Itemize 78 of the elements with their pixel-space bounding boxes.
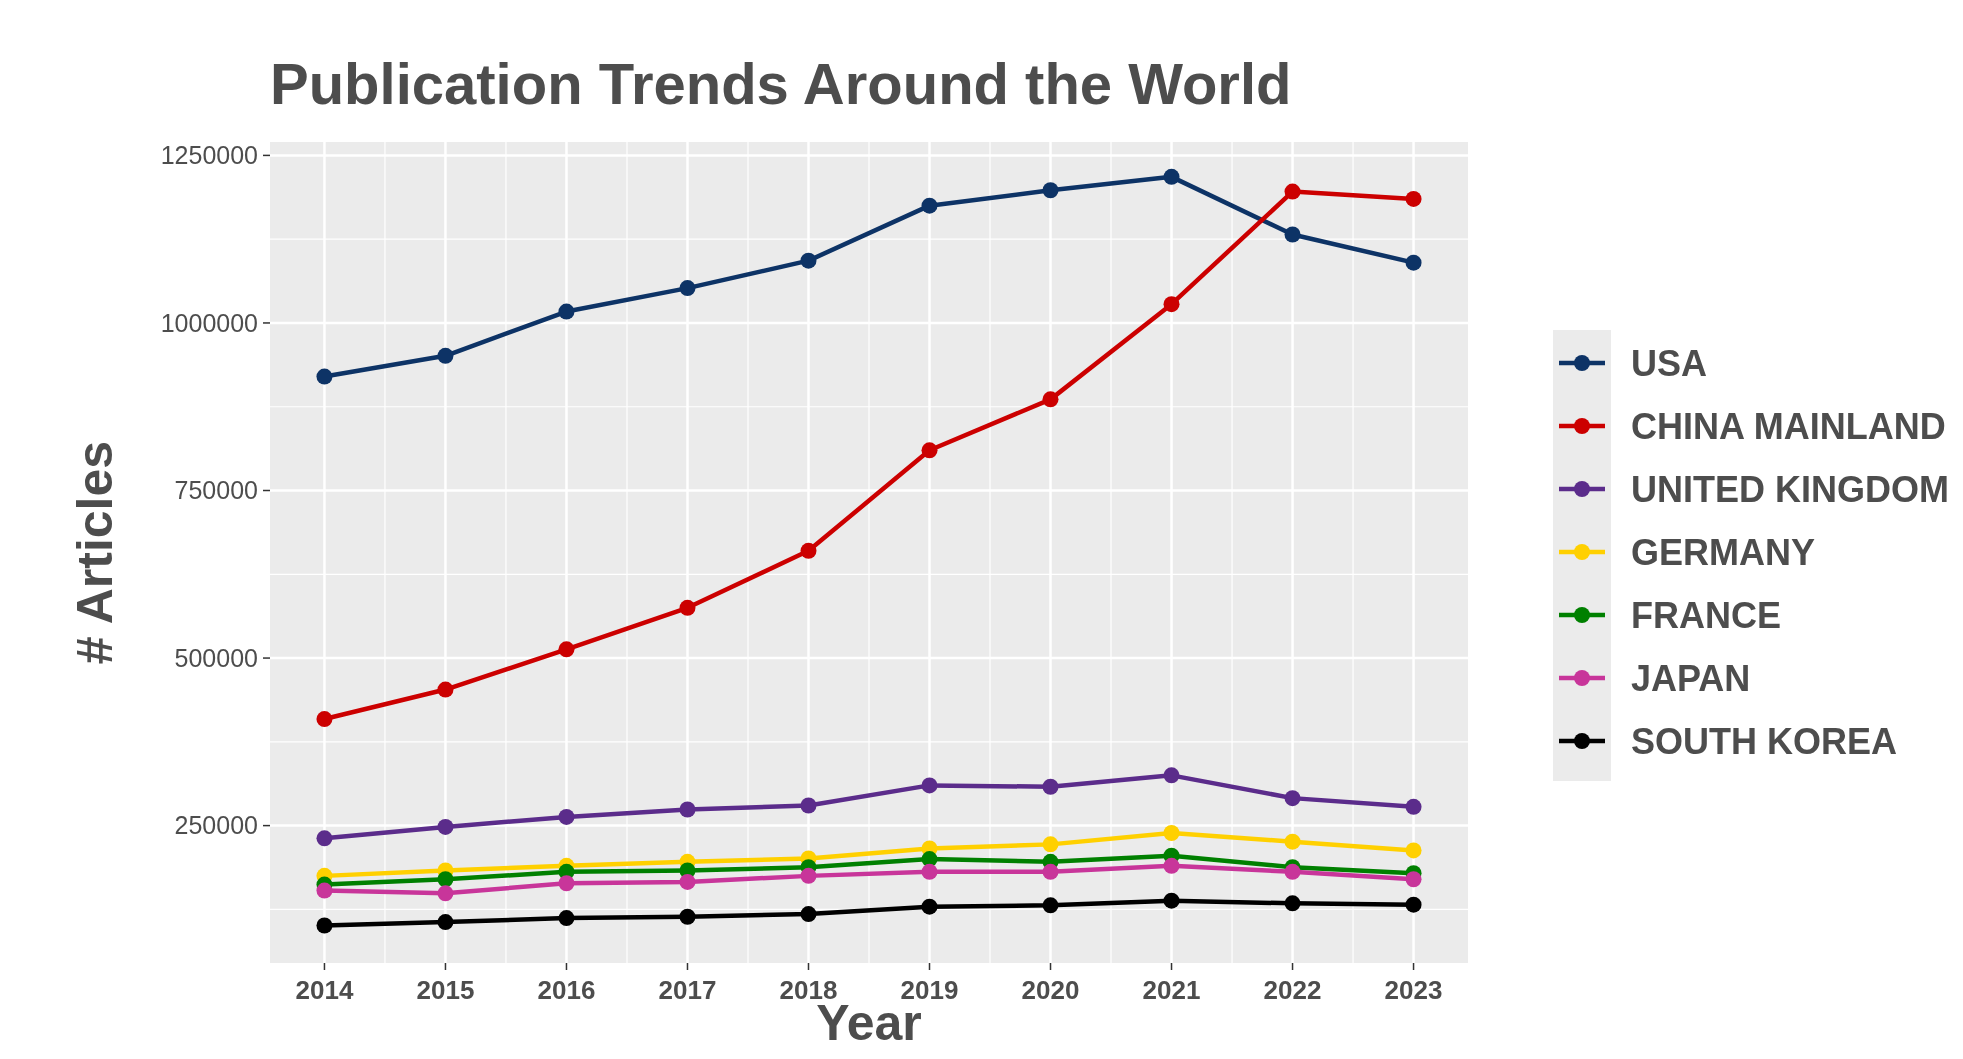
point	[316, 711, 333, 728]
point	[1163, 296, 1180, 313]
point	[1042, 182, 1059, 199]
point	[437, 347, 454, 364]
x-tick-label: 2016	[537, 975, 596, 1005]
point	[1405, 254, 1422, 271]
point	[558, 303, 575, 320]
point	[437, 681, 454, 698]
point	[679, 908, 696, 925]
x-tick-label: 2017	[658, 975, 717, 1005]
point	[558, 641, 575, 658]
point	[316, 368, 333, 385]
point	[1163, 892, 1180, 909]
point	[921, 898, 938, 915]
y-tick-label: 1000000	[160, 308, 258, 337]
legend-label: GERMANY	[1631, 531, 1816, 573]
point	[1284, 895, 1301, 912]
point	[921, 442, 938, 459]
point	[1405, 798, 1422, 815]
point	[800, 797, 817, 814]
point	[437, 818, 454, 835]
x-tick-label: 2023	[1384, 975, 1443, 1005]
point	[800, 867, 817, 884]
y-tick-label: 250000	[174, 811, 258, 840]
point	[437, 914, 454, 931]
point	[316, 917, 333, 934]
point	[437, 885, 454, 902]
point	[1163, 857, 1180, 874]
legend-label: FRANCE	[1631, 594, 1781, 636]
point	[800, 542, 817, 559]
legend-label: SOUTH KOREA	[1631, 720, 1898, 762]
point	[558, 910, 575, 927]
point	[1042, 778, 1059, 795]
point	[1405, 871, 1422, 888]
y-tick-label: 1250000	[160, 141, 258, 170]
point	[1284, 863, 1301, 880]
point	[1284, 183, 1301, 200]
x-tick-label: 2019	[900, 975, 959, 1005]
y-tick-label: 500000	[174, 643, 258, 672]
x-tick-label: 2021	[1142, 975, 1201, 1005]
point	[1405, 896, 1422, 913]
point	[921, 777, 938, 794]
point	[1163, 767, 1180, 784]
point	[558, 875, 575, 892]
point	[558, 808, 575, 825]
point	[921, 197, 938, 214]
point	[1163, 824, 1180, 841]
point	[437, 871, 454, 888]
x-tick-label: 2022	[1263, 975, 1322, 1005]
point	[800, 906, 817, 923]
point	[316, 882, 333, 899]
legend-label: JAPAN	[1631, 657, 1751, 699]
chart-title: Publication Trends Around the World	[270, 51, 1292, 116]
y-axis-title: # Articles	[67, 440, 123, 665]
point	[921, 863, 938, 880]
point	[679, 599, 696, 616]
point	[316, 830, 333, 847]
y-tick-label: 750000	[174, 476, 258, 505]
point	[1284, 833, 1301, 850]
point	[1042, 391, 1059, 408]
point	[1042, 836, 1059, 853]
x-tick-label: 2020	[1021, 975, 1080, 1005]
point	[1405, 842, 1422, 859]
point	[800, 252, 817, 269]
point	[1163, 168, 1180, 185]
legend-label: CHINA MAINLAND	[1631, 405, 1946, 447]
point	[679, 801, 696, 818]
legend-label: USA	[1631, 342, 1708, 384]
point	[1405, 190, 1422, 207]
point	[679, 873, 696, 890]
point	[679, 280, 696, 297]
point	[1284, 226, 1301, 243]
legend-label: UNITED KINGDOM	[1631, 468, 1949, 510]
point	[1042, 897, 1059, 914]
point	[1042, 863, 1059, 880]
point	[1284, 790, 1301, 807]
x-tick-label: 2014	[295, 975, 354, 1005]
x-tick-label: 2015	[416, 975, 475, 1005]
